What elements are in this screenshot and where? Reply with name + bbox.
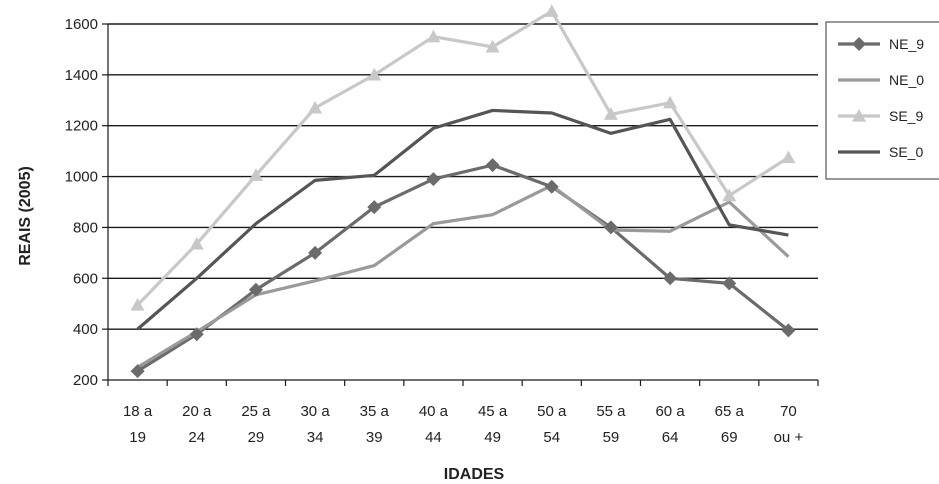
legend-marker-ne-9 [852, 37, 866, 51]
data-point-se-9 [544, 4, 559, 17]
data-point-ne-9 [189, 327, 204, 342]
y-tick-label: 1600 [65, 16, 98, 33]
x-tick-label: 18 a 19 [123, 403, 153, 446]
data-point-se-9 [189, 236, 204, 250]
data-point-se-9 [722, 188, 737, 202]
data-point-ne-9 [485, 158, 500, 173]
series-line-ne-9 [136, 163, 790, 373]
data-point-se-9 [603, 107, 618, 120]
x-axis: 18 a 19 20 a 24 25 a 29 30 a 34 35 a 39 40 a 44 45 a… [107, 379, 819, 446]
data-point-se-9 [248, 168, 263, 181]
x-tick-label: 40 a 44 [419, 403, 449, 446]
data-point-ne-9 [130, 364, 145, 379]
x-tick-label: 35 a 39 [360, 403, 390, 446]
x-tick-label: 60 a 64 [655, 403, 685, 446]
data-point-ne-9 [663, 271, 678, 286]
grid-lines [108, 23, 818, 330]
legend-marker-se-9 [852, 109, 866, 122]
legend-label-se-0: SE_0 [889, 144, 923, 160]
data-point-se-9 [367, 67, 382, 81]
x-axis-title: IDADES [444, 466, 505, 483]
y-tick-label: 1400 [65, 67, 98, 84]
data-point-ne-9 [367, 200, 382, 215]
x-tick-label: 65 a 69 [715, 403, 745, 446]
legend-label-ne-0: NE_0 [889, 72, 924, 88]
data-point-ne-9 [248, 282, 263, 297]
data-point-se-9 [781, 150, 796, 164]
x-tick-label: 20 a 24 [182, 403, 212, 446]
data-point-se-9 [308, 100, 323, 114]
data-point-se-9 [426, 29, 441, 43]
data-point-se-9 [485, 39, 500, 53]
data-point-ne-9 [426, 172, 441, 187]
legend-label-se-9: SE_9 [889, 108, 923, 124]
y-tick-label: 200 [73, 372, 98, 389]
series-markers [130, 4, 796, 379]
x-tick-label: 30 a 34 [300, 403, 330, 446]
y-tick-label: 400 [73, 321, 98, 338]
x-tick-label: 45 a 49 [478, 403, 508, 446]
data-point-ne-9 [308, 245, 323, 260]
x-tick-label: 50 a 54 [537, 403, 567, 446]
series-line-se-0 [136, 108, 789, 331]
y-tick-label: 600 [73, 270, 98, 287]
y-axis: 200 400 600 800 1000 1200 1400 1600 [65, 16, 109, 389]
legend: NE_9 NE_0 SE_9 SE_0 [825, 21, 939, 180]
x-tick-label: 70 ou + [774, 403, 804, 446]
y-tick-label: 800 [73, 219, 98, 236]
x-tick-label: 55 a 59 [596, 403, 626, 446]
data-point-ne-9 [781, 323, 796, 338]
series-line-se-9 [136, 9, 790, 307]
y-tick-label: 1200 [65, 118, 98, 135]
series-lines [136, 9, 790, 373]
x-tick-label: 25 a 29 [241, 403, 271, 446]
data-point-se-9 [663, 95, 678, 109]
legend-label-ne-9: NE_9 [889, 36, 924, 52]
data-point-ne-9 [603, 220, 618, 235]
y-tick-label: 1000 [65, 169, 98, 186]
data-point-ne-9 [722, 276, 737, 291]
series-line-ne-0 [136, 183, 790, 369]
y-axis-title: REAIS (2005) [17, 166, 34, 266]
data-point-ne-9 [544, 179, 559, 194]
data-point-se-9 [130, 297, 145, 311]
